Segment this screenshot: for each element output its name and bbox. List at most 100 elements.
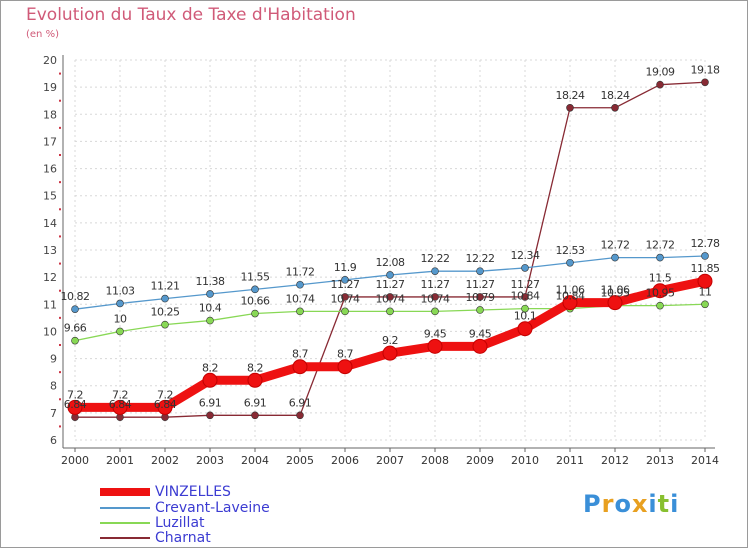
data-point-crevant bbox=[476, 267, 484, 275]
y-tick-label: 15 bbox=[43, 190, 57, 203]
data-point-crevant bbox=[116, 299, 124, 308]
y-tick-label: 19 bbox=[43, 81, 57, 94]
data-label-vinzelles: 7.2 bbox=[112, 388, 128, 401]
data-label-luzillat: 10.74 bbox=[286, 292, 315, 305]
x-tick-label: 2007 bbox=[376, 454, 404, 467]
data-label-vinzelles: 9.45 bbox=[469, 327, 492, 340]
data-label-luzillat: 10.95 bbox=[601, 287, 630, 300]
legend-label-crevant: Crevant-Laveine bbox=[155, 500, 270, 516]
data-point-luzillat bbox=[341, 307, 349, 316]
y-tick-label: 12 bbox=[43, 271, 57, 284]
data-label-vinzelles: 11.06 bbox=[601, 284, 630, 297]
data-point-crevant bbox=[431, 267, 439, 275]
data-label-luzillat: 10.74 bbox=[331, 292, 360, 305]
data-label-vinzelles: 7.2 bbox=[67, 388, 83, 401]
y-minor-tick bbox=[59, 181, 61, 184]
data-point-luzillat bbox=[161, 320, 169, 329]
data-label-charnat: 11.27 bbox=[376, 278, 405, 291]
data-point-vinzelles bbox=[157, 399, 173, 415]
y-tick-label: 17 bbox=[43, 135, 57, 148]
data-label-luzillat: 9.66 bbox=[64, 322, 87, 335]
data-point-vinzelles bbox=[382, 345, 398, 361]
data-label-charnat: 11.27 bbox=[511, 278, 540, 291]
x-tick-label: 2003 bbox=[196, 454, 224, 467]
data-point-vinzelles bbox=[112, 399, 128, 415]
data-point-charnat bbox=[521, 293, 529, 301]
y-minor-tick bbox=[59, 72, 61, 75]
data-label-charnat: 19.18 bbox=[691, 63, 720, 76]
data-point-vinzelles bbox=[427, 338, 443, 354]
data-point-vinzelles bbox=[67, 399, 83, 415]
logo-letter: o bbox=[614, 490, 632, 518]
data-point-charnat bbox=[701, 78, 709, 87]
y-minor-tick bbox=[59, 425, 61, 428]
data-point-crevant bbox=[611, 253, 619, 262]
data-label-crevant: 12.22 bbox=[466, 252, 495, 265]
y-minor-tick bbox=[59, 154, 61, 156]
data-point-charnat bbox=[206, 411, 214, 420]
data-point-charnat bbox=[431, 293, 439, 301]
data-point-vinzelles bbox=[517, 321, 533, 337]
x-tick-label: 2011 bbox=[556, 454, 584, 467]
y-tick-label: 14 bbox=[43, 217, 57, 230]
data-point-charnat bbox=[296, 411, 304, 420]
y-tick-label: 8 bbox=[50, 380, 57, 393]
data-label-vinzelles: 11.85 bbox=[691, 262, 720, 275]
data-label-charnat: 6.84 bbox=[154, 398, 177, 411]
x-tick-label: 2002 bbox=[151, 454, 179, 467]
y-minor-tick bbox=[59, 235, 61, 238]
y-minor-tick bbox=[59, 371, 61, 374]
data-label-vinzelles: 10.1 bbox=[514, 310, 537, 323]
legend-item-vinzelles: VINZELLES bbox=[100, 484, 340, 500]
data-label-crevant: 11.55 bbox=[241, 270, 270, 283]
y-tick-label: 7 bbox=[50, 407, 57, 420]
data-label-vinzelles: 11.06 bbox=[556, 284, 585, 297]
data-point-charnat bbox=[566, 103, 574, 112]
data-label-charnat: 19.09 bbox=[646, 66, 675, 79]
y-tick-label: 9 bbox=[50, 353, 57, 366]
data-point-charnat bbox=[251, 411, 259, 420]
unit-label: (en %) bbox=[26, 29, 59, 40]
data-point-crevant bbox=[386, 271, 394, 279]
x-tick-label: 2000 bbox=[61, 454, 89, 467]
data-point-vinzelles bbox=[697, 273, 713, 289]
data-point-luzillat bbox=[71, 336, 79, 345]
data-point-crevant bbox=[206, 290, 214, 298]
data-label-charnat: 6.84 bbox=[64, 398, 87, 411]
data-label-crevant: 11.72 bbox=[286, 266, 315, 279]
data-label-charnat: 11.27 bbox=[421, 278, 450, 291]
data-label-luzillat: 11 bbox=[699, 285, 712, 298]
data-label-charnat: 18.24 bbox=[556, 89, 585, 102]
data-point-luzillat bbox=[656, 301, 664, 310]
data-label-crevant: 12.72 bbox=[601, 239, 630, 252]
legend-swatch-luzillat bbox=[100, 522, 150, 524]
data-label-crevant: 12.34 bbox=[511, 249, 540, 262]
logo-letter: t bbox=[657, 490, 671, 518]
logo-letter: i bbox=[670, 490, 680, 518]
data-point-vinzelles bbox=[472, 338, 488, 354]
data-point-luzillat bbox=[296, 307, 304, 316]
data-point-vinzelles bbox=[607, 295, 623, 311]
x-tick-label: 2009 bbox=[466, 454, 494, 467]
data-point-crevant bbox=[161, 294, 169, 303]
data-label-vinzelles: 8.7 bbox=[292, 348, 308, 361]
y-minor-tick bbox=[59, 262, 61, 265]
y-minor-tick bbox=[59, 316, 61, 319]
data-label-crevant: 12.72 bbox=[646, 239, 675, 252]
x-tick-label: 2012 bbox=[601, 454, 629, 467]
x-tick-label: 2010 bbox=[511, 454, 539, 467]
data-label-luzillat: 10.4 bbox=[199, 302, 222, 315]
logo-letter: x bbox=[631, 490, 649, 518]
data-point-crevant bbox=[701, 252, 709, 260]
data-point-luzillat bbox=[701, 300, 709, 309]
data-point-vinzelles bbox=[247, 372, 263, 388]
y-tick-label: 20 bbox=[43, 54, 57, 67]
data-label-vinzelles: 7.2 bbox=[157, 388, 173, 401]
data-point-crevant bbox=[656, 253, 664, 262]
data-point-charnat bbox=[341, 293, 349, 301]
legend-swatch-crevant bbox=[100, 507, 150, 509]
data-label-luzillat: 10.79 bbox=[466, 291, 495, 304]
data-label-vinzelles: 11.5 bbox=[649, 272, 672, 285]
logo-letter: P bbox=[583, 490, 602, 518]
data-point-luzillat bbox=[431, 307, 439, 316]
